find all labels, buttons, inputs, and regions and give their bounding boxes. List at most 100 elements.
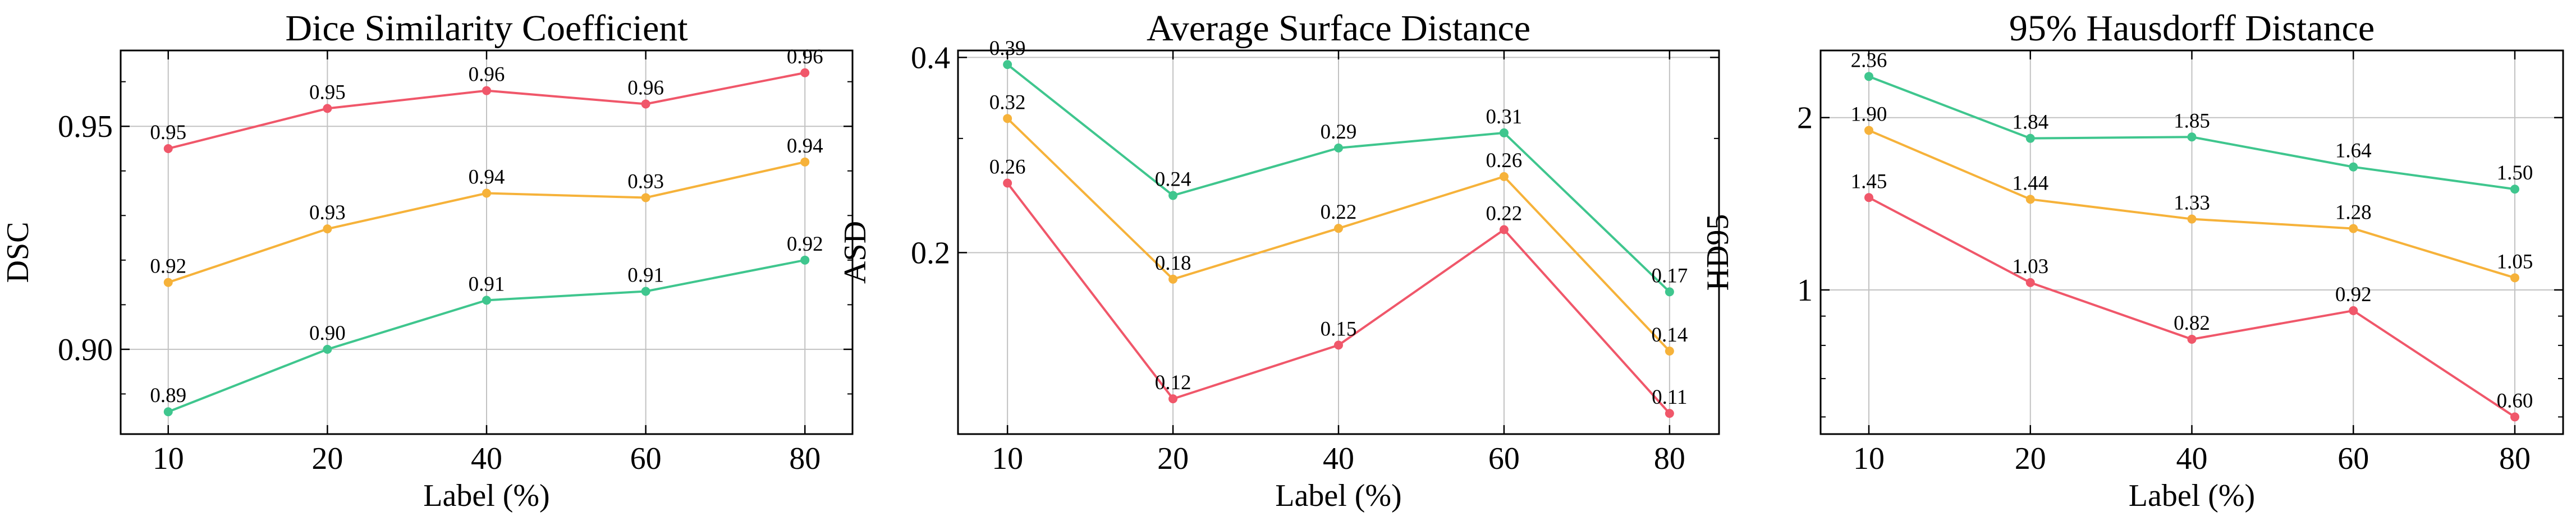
series-yellow: 1.90 1.44 1.33 1.28 1.05: [1851, 103, 2533, 283]
data-label: 0.60: [2497, 389, 2533, 412]
x-tick-label: 80: [789, 441, 821, 476]
plot-frame: [1819, 49, 2564, 435]
data-label: 1.45: [1851, 170, 1887, 193]
data-point: [1864, 72, 1873, 81]
data-point: [2349, 306, 2358, 315]
x-tick-label: 60: [1488, 441, 1520, 476]
data-point: [2187, 132, 2197, 142]
data-label: 0.82: [2174, 312, 2210, 335]
y-tick-label: 0.95: [58, 109, 113, 144]
data-label: 0.22: [1321, 201, 1357, 224]
data-point: [482, 296, 491, 305]
series-red: 1.45 1.03 0.82 0.92 0.60: [1851, 170, 2533, 422]
series-yellow: 0.92 0.93 0.94 0.93 0.94: [150, 135, 823, 287]
data-point: [2510, 412, 2520, 422]
data-label: 0.14: [1651, 324, 1688, 347]
data-point: [323, 344, 332, 354]
data-point: [163, 407, 173, 417]
data-point: [323, 224, 332, 234]
data-label: 1.33: [2174, 192, 2210, 215]
data-point: [1499, 225, 1509, 234]
x-axis-label: Label (%): [423, 478, 549, 513]
x-tick-label: 20: [2015, 441, 2046, 476]
y-axis-label: DSC: [1, 222, 35, 283]
data-label: 0.92: [150, 255, 186, 278]
data-point: [2025, 278, 2035, 287]
data-label: 0.39: [989, 37, 1026, 60]
x-tick-label: 20: [311, 441, 343, 476]
data-point: [800, 157, 810, 167]
data-point: [2025, 133, 2035, 143]
plot-frame: [120, 49, 854, 435]
data-label: 0.92: [787, 233, 823, 256]
series-yellow: 0.32 0.18 0.22 0.26 0.14: [989, 91, 1688, 356]
data-label: 1.50: [2497, 162, 2533, 185]
data-point: [163, 278, 173, 287]
data-point: [641, 193, 650, 202]
data-point: [1003, 114, 1012, 123]
chart-panel-1: 10 20 40 60 800.900.95 0.950.950.960.960.960.…: [1, 8, 854, 513]
x-tick-label: 20: [1157, 441, 1189, 476]
data-point: [641, 99, 650, 109]
x-axis-label: Label (%): [2129, 478, 2255, 513]
data-label: 0.91: [627, 264, 664, 287]
data-label: 1.44: [2012, 172, 2048, 195]
y-axis-label: ASD: [838, 221, 873, 284]
data-label: 0.90: [309, 322, 346, 345]
x-tick-label: 60: [630, 441, 662, 476]
x-tick-label: 80: [2499, 441, 2531, 476]
chart-title: 95% Hausdorff Distance: [2009, 8, 2375, 49]
data-label: 0.95: [150, 121, 186, 144]
data-label: 1.05: [2497, 250, 2533, 273]
data-point: [1003, 60, 1012, 70]
data-point: [1665, 346, 1674, 356]
data-label: 0.96: [469, 63, 505, 86]
data-point: [1334, 143, 1343, 153]
data-point: [2187, 334, 2197, 344]
data-label: 0.93: [627, 170, 664, 193]
data-point: [1499, 172, 1509, 181]
data-label: 2.36: [1851, 49, 1887, 72]
data-label: 0.29: [1321, 121, 1357, 144]
data-point: [1168, 394, 1178, 404]
series-green: 2.36 1.84 1.85 1.64 1.50: [1851, 49, 2533, 194]
data-point: [482, 86, 491, 95]
plot-frame: [957, 49, 1720, 435]
data-point: [1665, 409, 1674, 418]
data-label: 0.26: [989, 155, 1026, 178]
chart-panel-2: 10 20 40 60 800.20.4 0.390.240.290.310.170.32…: [838, 8, 1720, 513]
y-axis-label: HD95: [1700, 214, 1735, 291]
data-point: [1864, 193, 1873, 202]
data-label: 0.12: [1155, 371, 1191, 394]
x-tick-label: 80: [1654, 441, 1685, 476]
data-label: 1.03: [2012, 255, 2048, 278]
data-point: [163, 144, 173, 153]
y-tick-label: 1: [1797, 273, 1813, 308]
x-tick-label: 40: [1323, 441, 1354, 476]
data-label: 0.89: [150, 384, 186, 407]
chart-title: Dice Similarity Coefficient: [285, 8, 687, 49]
data-point: [2510, 185, 2520, 194]
data-label: 0.94: [787, 135, 823, 158]
series-green: 0.89 0.90 0.91 0.91 0.92: [150, 233, 823, 417]
data-label: 1.84: [2012, 111, 2048, 134]
data-point: [1334, 224, 1343, 233]
chart-panel-3: 10 20 40 60 80 1 2 2.36 1.84 1.85 1.64 1.50 1.90 1.44…: [1700, 8, 2564, 513]
data-label: 1.90: [1851, 103, 1887, 126]
data-label: 1.85: [2174, 109, 2210, 132]
x-axis-label: Label (%): [1275, 478, 1401, 513]
data-point: [1864, 126, 1873, 135]
data-point: [1334, 340, 1343, 350]
data-label: 0.17: [1651, 264, 1688, 287]
data-label: 0.93: [309, 201, 346, 224]
chart-title: Average Surface Distance: [1147, 8, 1530, 49]
data-point: [1168, 274, 1178, 284]
data-point: [2187, 214, 2197, 224]
data-point: [2349, 224, 2358, 233]
data-point: [2025, 195, 2035, 204]
data-label: 0.11: [1652, 386, 1687, 409]
y-tick-label: 0.90: [58, 333, 113, 367]
data-label: 0.95: [309, 81, 346, 104]
data-label: 0.26: [1486, 149, 1523, 172]
